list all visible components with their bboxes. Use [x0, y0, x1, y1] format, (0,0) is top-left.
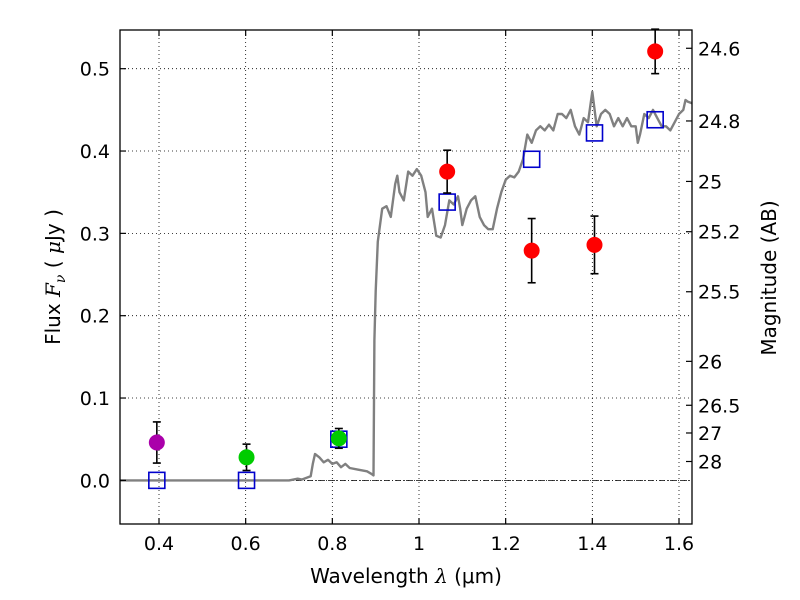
observed-point-3	[439, 163, 456, 180]
observed-point-0	[148, 434, 165, 451]
model-photometry-square-1	[237, 471, 256, 490]
axis-ticks	[120, 30, 692, 524]
x-axis-title-unit: (μm)	[448, 564, 502, 588]
observed-point-5	[586, 236, 603, 253]
spectrum-line	[120, 90, 693, 482]
y-tick-label-1: 0.1	[80, 388, 110, 410]
mag-tick-label-0: 24.6	[698, 38, 740, 60]
mag-tick-label-2: 25	[698, 171, 722, 193]
y-tick-label-2: 0.2	[80, 306, 110, 328]
y-axis-title-unit: Jy )	[41, 209, 65, 243]
x-axis-title: Wavelength λ (μm)	[310, 564, 502, 588]
x-tick-label-5: 1.4	[577, 533, 607, 555]
x-axis-title-text: Wavelength	[310, 564, 435, 588]
right-axis-title: Magnitude (AB)	[757, 200, 781, 355]
x-axis-title-lambda: λ	[434, 564, 448, 588]
observed-point-1	[238, 449, 255, 466]
observed-point-4	[523, 242, 540, 259]
model-photometry-square-3	[438, 193, 456, 211]
x-tick-labels: 0.4 0.6 0.8 1 1.2 1.4 1.6	[144, 533, 694, 555]
x-tick-label-0: 0.4	[144, 533, 174, 555]
y-tick-labels: 0.0 0.1 0.2 0.3 0.4 0.5	[80, 59, 110, 493]
plot-area	[120, 30, 692, 524]
y-tick-label-4: 0.4	[80, 141, 110, 163]
model-photometry-square-4	[522, 150, 541, 169]
model-photometry-square-6	[646, 110, 664, 129]
model-photometry-square-0	[148, 471, 166, 490]
model-photometry-square-5	[585, 124, 604, 142]
x-tick-label-1: 0.6	[231, 533, 261, 555]
y-axis-title-symbol: F	[41, 282, 65, 298]
x-tick-label-4: 1.2	[491, 533, 521, 555]
observed-point-2	[330, 430, 347, 447]
model-spectrum	[120, 90, 693, 482]
y-axis-title-open: (	[41, 254, 65, 275]
mag-tick-label-4: 25.5	[698, 282, 740, 304]
y-axis-title-text: Flux	[41, 297, 65, 345]
y-axis-title: Flux Fν ( μJy )	[41, 209, 69, 345]
observed-point-6	[647, 43, 664, 60]
mag-tick-label-8: 28	[698, 452, 722, 474]
observed-photometry	[148, 28, 664, 472]
model-photometry	[148, 110, 664, 490]
mag-tick-label-3: 25.2	[698, 222, 740, 244]
x-tick-label-3: 1	[413, 533, 425, 555]
y-axis-title-subscript: ν	[53, 274, 69, 283]
y-axis-title-mu: μ	[41, 241, 65, 254]
mag-tick-label-5: 26	[698, 351, 722, 373]
mag-tick-label-7: 27	[698, 423, 722, 445]
mag-tick-label-1: 24.8	[698, 111, 740, 133]
x-tick-label-2: 0.8	[317, 533, 347, 555]
magnitude-tick-labels: 24.6 24.8 25 25.2 25.5 26 26.5 27 28	[698, 38, 740, 473]
y-tick-label-5: 0.5	[80, 59, 110, 81]
plot-frame	[119, 29, 693, 525]
y-tick-label-0: 0.0	[80, 470, 110, 492]
x-tick-label-6: 1.6	[664, 533, 694, 555]
mag-tick-label-6: 26.5	[698, 395, 740, 417]
y-tick-label-3: 0.3	[80, 223, 110, 245]
